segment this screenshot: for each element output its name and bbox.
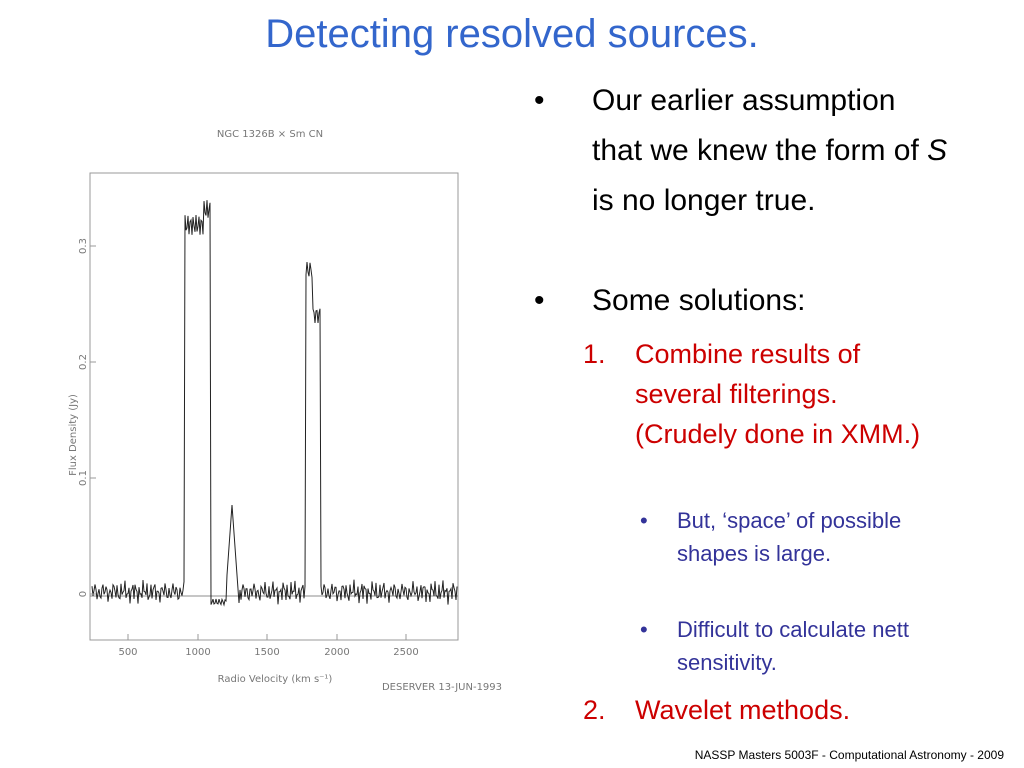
- spectrum-line: [91, 200, 458, 607]
- text: is no longer true.: [592, 184, 816, 217]
- number-marker: 2.: [583, 695, 606, 725]
- y-tick-label: 0: [78, 591, 89, 597]
- x-axis-label: Radio Velocity (km s⁻¹): [218, 674, 333, 685]
- bullet-marker: •: [534, 84, 545, 117]
- sub-bullet-marker: •: [640, 508, 648, 533]
- emphasis: S: [927, 134, 948, 167]
- slide-title: Detecting resolved sources.: [265, 12, 759, 56]
- x-tick-label: 2500: [393, 647, 418, 658]
- bullet-text: Some solutions:: [592, 284, 806, 317]
- y-tick-label: 0.3: [78, 238, 89, 254]
- sub-bullet-text: Difficult to calculate nett sensitivity.: [677, 617, 909, 675]
- y-axis-label: Flux Density (Jy): [68, 394, 79, 476]
- footer: NASSP Masters 5003F - Computational Astr…: [694, 748, 1004, 762]
- x-tick-label: 500: [118, 647, 137, 658]
- sub-bullet-text: But, ‘space’ of possible shapes is large…: [677, 508, 902, 566]
- bullet-marker: •: [534, 284, 545, 317]
- y-tick-label: 0.2: [78, 354, 89, 370]
- bullet-text: Our earlier assumption that we knew the …: [592, 76, 952, 226]
- figure-title: NGC 1326B × Sm CN: [217, 129, 323, 140]
- number-marker: 1.: [583, 339, 606, 369]
- spectrum-figure: NGC 1326B × Sm CN 500 1000 1500 2000 2500 0 0.…: [68, 129, 505, 693]
- x-tick-label: 1500: [254, 647, 279, 658]
- stamp: DESERVER 13-JUN-1993 03:25: [382, 682, 505, 693]
- y-tick-label: 0.1: [78, 470, 89, 486]
- x-tick-label: 1000: [185, 647, 210, 658]
- plot-frame: [89, 172, 459, 641]
- x-tick-label: 2000: [324, 647, 349, 658]
- sub-bullet-marker: •: [640, 617, 648, 642]
- numbered-text: Combine results of several filterings. (…: [635, 339, 921, 449]
- numbered-text: Wavelet methods.: [635, 695, 851, 725]
- text: Our earlier assumption that we knew the …: [592, 84, 928, 167]
